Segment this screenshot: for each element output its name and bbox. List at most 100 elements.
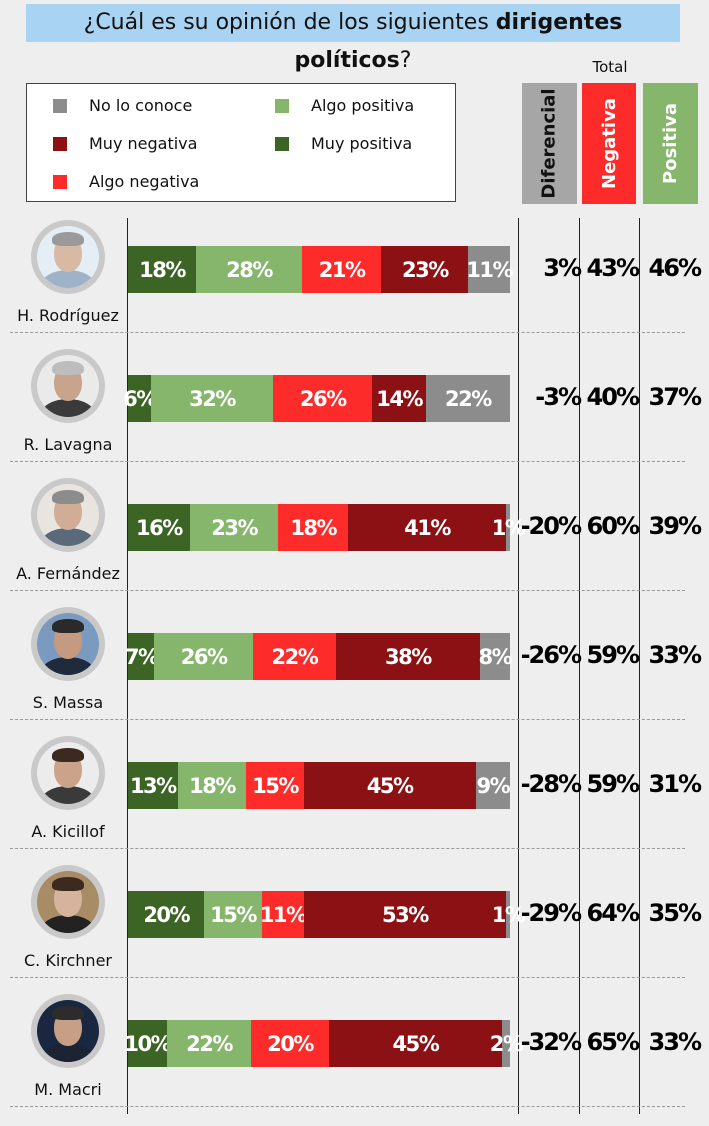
bar-segment-muy-positiva: 7% (125, 633, 159, 680)
row-separator (10, 461, 685, 462)
diferencial-value: -29% (520, 899, 582, 927)
bar-segment-algo-positiva: 18% (177, 762, 247, 809)
column-header-positiva: Positiva (643, 83, 698, 204)
bar-segment-no-lo-conoce: 11% (466, 246, 514, 293)
negativa-total-value: 40% (586, 383, 640, 411)
negativa-total-value: 60% (586, 512, 640, 540)
stacked-bar-a-fern-ndez: 16% 23% 18% 41% 1% (128, 504, 526, 551)
legend-item-algo-negativa: Algo negativa (53, 172, 199, 191)
bar-segment-algo-positiva: 15% (204, 891, 262, 938)
politician-name-c-kirchner: C. Kirchner (23, 951, 112, 970)
stacked-bar-h-rodr-guez: 18% 28% 21% 23% 11% (128, 246, 514, 293)
bar-segment-algo-negativa: 22% (252, 633, 336, 680)
bar-segment-algo-positiva: 32% (150, 375, 274, 422)
stacked-bar-r-lavagna: 6% 32% 26% 14% 22% (123, 375, 510, 422)
bar-segment-no-lo-conoce: 8% (479, 633, 513, 680)
legend-swatch (275, 98, 289, 113)
bar-segment-muy-positiva: 16% (128, 504, 190, 551)
bar-segment-algo-negativa: 21% (301, 246, 382, 293)
stacked-bar-s-massa: 7% 26% 22% 38% 8% (125, 633, 513, 680)
bar-segment-muy-positiva: 13% (128, 762, 178, 809)
person-photo-icon (31, 865, 105, 939)
legend-item-algo-positiva: Algo positiva (275, 96, 414, 115)
diferencial-value: -20% (520, 512, 582, 540)
axis-line (127, 218, 128, 1114)
bar-segment-muy-negativa: 38% (336, 633, 480, 680)
diferencial-value: -3% (535, 383, 582, 411)
negativa-total-value: 59% (586, 641, 640, 669)
person-photo-icon (31, 736, 105, 810)
diferencial-value: -28% (520, 770, 582, 798)
column-divider (518, 218, 519, 1114)
column-divider (639, 218, 640, 1114)
legend-swatch (53, 174, 67, 189)
bar-segment-muy-negativa: 45% (328, 1020, 503, 1067)
bar-segment-algo-positiva: 26% (154, 633, 253, 680)
bar-segment-algo-negativa: 18% (278, 504, 348, 551)
legend-swatch (53, 136, 67, 151)
row-separator (10, 1106, 685, 1107)
stacked-bar-c-kirchner: 20% 15% 11% 53% 1% (128, 891, 526, 938)
politician-name-s-massa: S. Massa (32, 693, 104, 712)
total-label: Total (592, 58, 628, 76)
politician-name-a-kicillof: A. Kicillof (31, 822, 105, 841)
politician-name-h-rodr-guez: H. Rodríguez (17, 306, 119, 325)
row-separator (10, 848, 685, 849)
politician-name-a-fern-ndez: A. Fernández (16, 564, 120, 583)
bar-segment-algo-negativa: 11% (260, 891, 307, 938)
diferencial-value: 3% (543, 254, 582, 282)
bar-segment-muy-positiva: 20% (128, 891, 205, 938)
bar-segment-algo-negativa: 20% (251, 1020, 329, 1067)
stacked-bar-m-macri: 10% 22% 20% 45% 2% (124, 1020, 524, 1067)
negativa-total-value: 43% (586, 254, 640, 282)
bar-segment-muy-negativa: 23% (381, 246, 469, 293)
legend: No lo conoce Muy negativa Algo negativa … (26, 83, 456, 202)
bar-segment-no-lo-conoce: 2% (490, 1020, 524, 1067)
row-separator (10, 719, 685, 720)
legend-item-muy-negativa: Muy negativa (53, 134, 197, 153)
bar-segment-no-lo-conoce: 22% (425, 375, 510, 422)
bar-segment-algo-positiva: 22% (166, 1020, 252, 1067)
positiva-total-value: 46% (648, 254, 702, 282)
positiva-total-value: 35% (648, 899, 702, 927)
stacked-bar-a-kicillof: 13% 18% 15% 45% 9% (128, 762, 511, 809)
legend-item-muy-positiva: Muy positiva (275, 134, 412, 153)
bar-segment-algo-negativa: 15% (246, 762, 304, 809)
negativa-total-value: 59% (586, 770, 640, 798)
politician-name-m-macri: M. Macri (34, 1080, 102, 1099)
row-separator (10, 977, 685, 978)
legend-item-no-lo-conoce: No lo conoce (53, 96, 192, 115)
person-photo-icon (31, 478, 105, 552)
bar-segment-algo-positiva: 28% (196, 246, 302, 293)
positiva-total-value: 31% (648, 770, 702, 798)
bar-segment-muy-negativa: 53% (303, 891, 507, 938)
row-separator (10, 332, 685, 333)
negativa-total-value: 65% (586, 1028, 640, 1056)
bar-segment-no-lo-conoce: 9% (475, 762, 511, 809)
bar-segment-muy-negativa: 45% (303, 762, 476, 809)
person-photo-icon (31, 220, 105, 294)
legend-swatch (53, 98, 67, 113)
bar-segment-muy-negativa: 14% (372, 375, 426, 422)
chart-title: ¿Cuál es su opinión de los siguientes di… (26, 4, 680, 73)
person-photo-icon (31, 349, 105, 423)
person-photo-icon (31, 994, 105, 1068)
negativa-total-value: 64% (586, 899, 640, 927)
diferencial-value: -26% (520, 641, 582, 669)
diferencial-value: -32% (520, 1028, 582, 1056)
bar-segment-muy-positiva: 10% (124, 1020, 172, 1067)
column-header-diferencial: Diferencial (522, 83, 577, 204)
person-photo-icon (31, 607, 105, 681)
bar-segment-algo-positiva: 23% (189, 504, 279, 551)
legend-swatch (275, 136, 289, 151)
politician-name-r-lavagna: R. Lavagna (23, 435, 113, 454)
bar-segment-muy-positiva: 18% (128, 246, 197, 293)
positiva-total-value: 37% (648, 383, 702, 411)
positiva-total-value: 33% (648, 641, 702, 669)
bar-segment-muy-positiva: 6% (123, 375, 157, 422)
column-header-negativa: Negativa (582, 83, 636, 204)
positiva-total-value: 33% (648, 1028, 702, 1056)
bar-segment-muy-negativa: 41% (347, 504, 507, 551)
positiva-total-value: 39% (648, 512, 702, 540)
column-divider (579, 218, 580, 1114)
